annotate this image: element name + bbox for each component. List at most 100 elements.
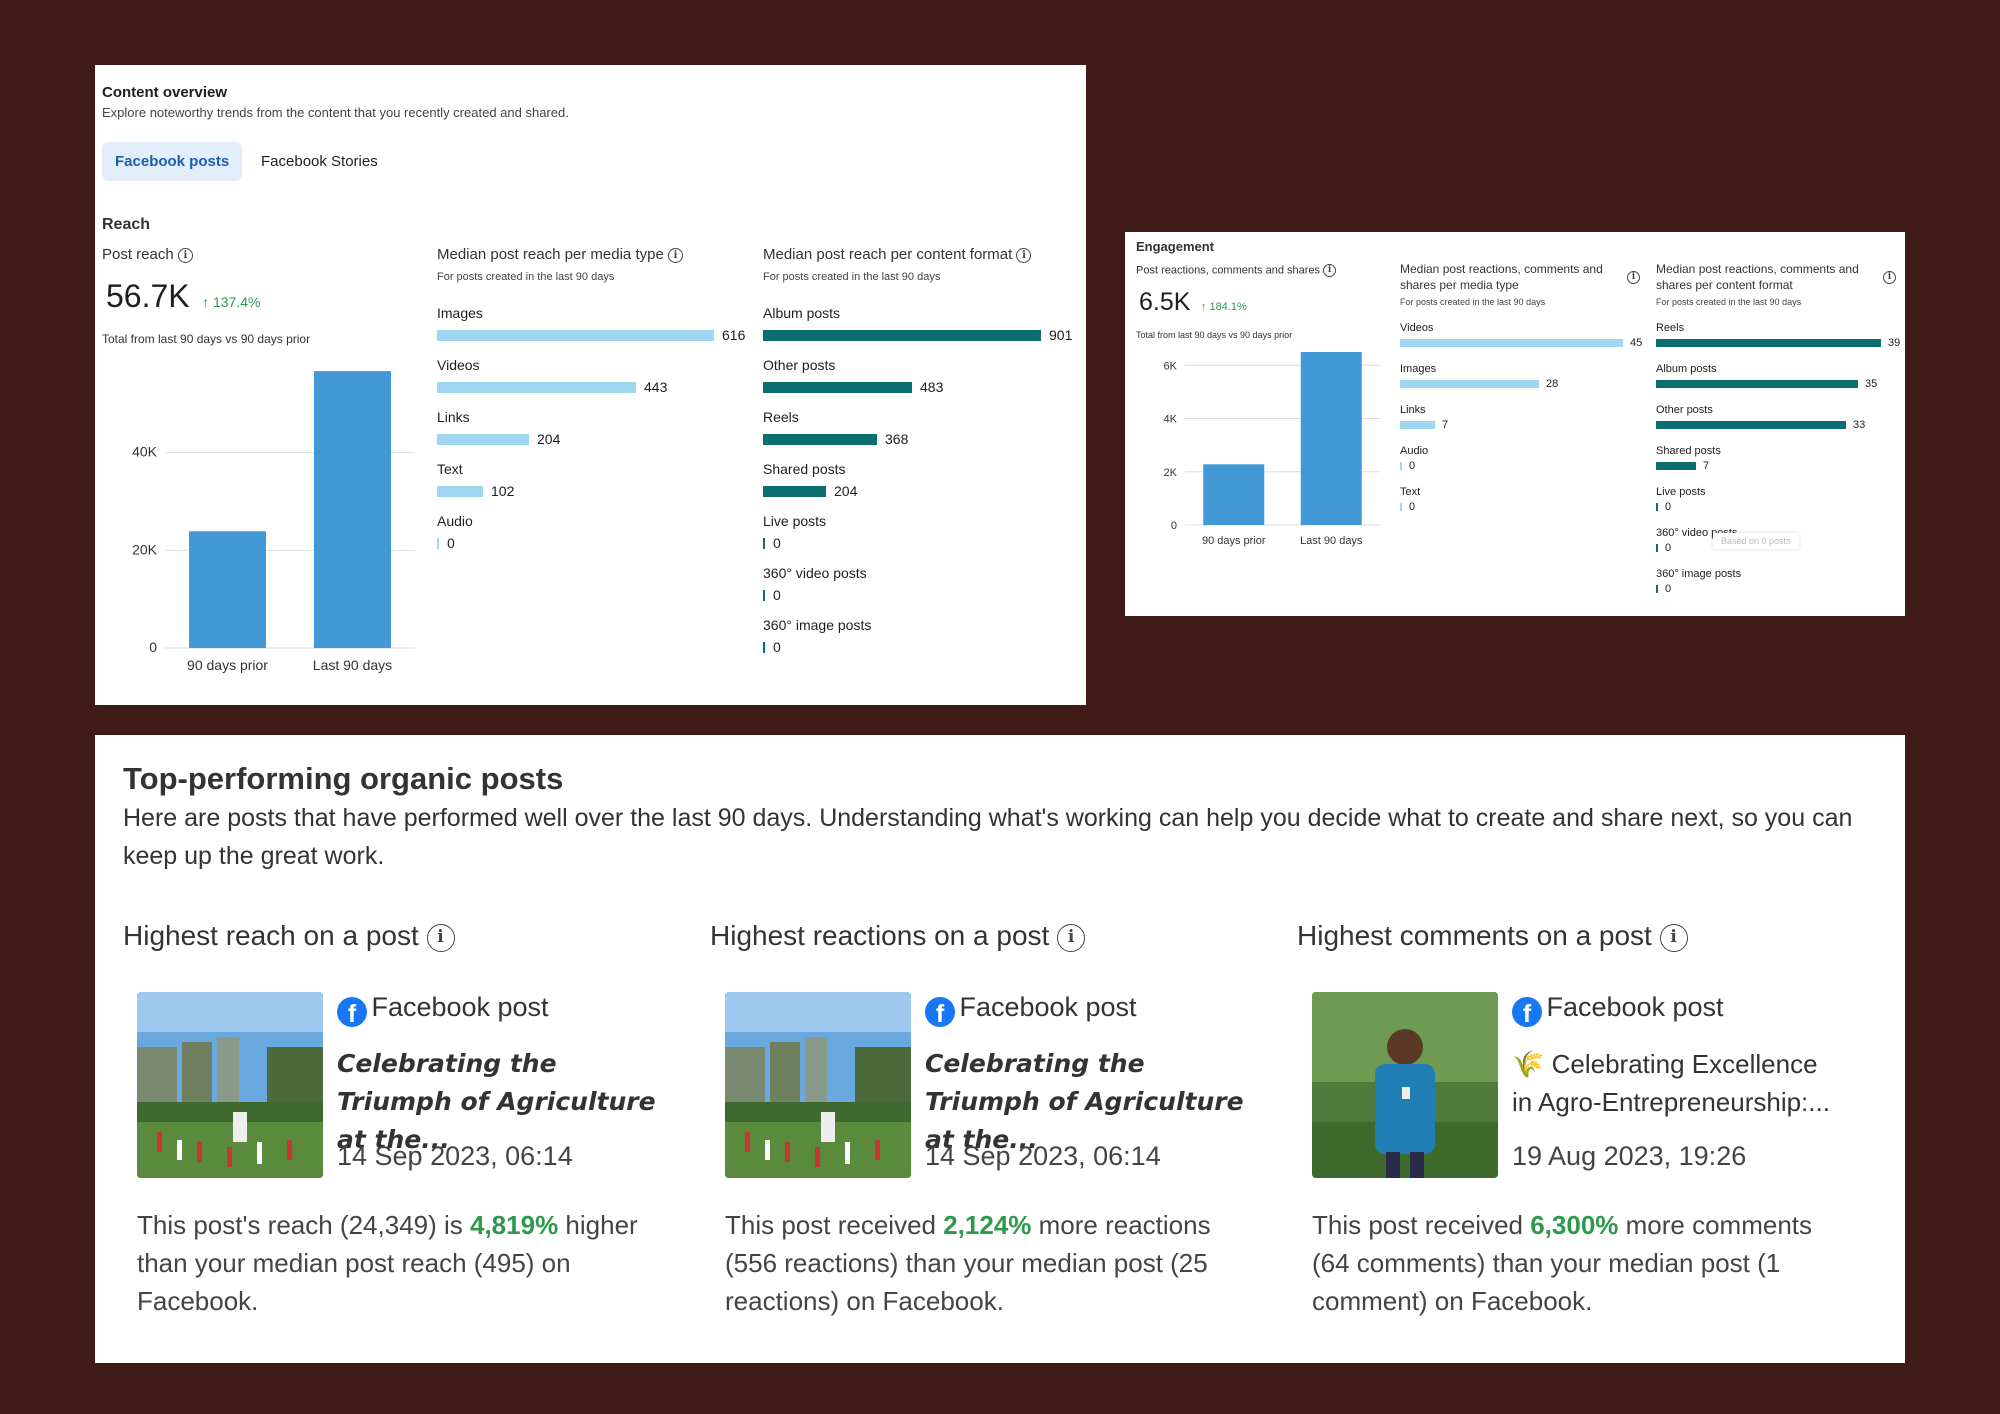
desc-text: higher than your median post reach (495)…: [137, 1210, 638, 1316]
post-reach-label: Post reach i: [102, 246, 193, 263]
bar-category-label: Links: [437, 409, 470, 425]
bar[interactable]: [1656, 421, 1846, 429]
bar[interactable]: [1300, 352, 1362, 525]
bar[interactable]: [1656, 585, 1658, 593]
bar[interactable]: [437, 330, 714, 341]
post-thumbnail[interactable]: [725, 992, 911, 1178]
info-icon[interactable]: i: [667, 247, 683, 263]
top-posts-description: Here are posts that have performed well …: [123, 804, 1853, 870]
post-title[interactable]: Celebrating the Triumph of Agriculture a…: [337, 1049, 656, 1154]
bar-category-label: Text: [1400, 486, 1421, 498]
bar-category-label: Videos: [1400, 322, 1434, 334]
bar-category-label: Album posts: [763, 305, 841, 321]
x-tick-label: 90 days prior: [1202, 535, 1266, 547]
desc-percent: 6,300%: [1530, 1210, 1619, 1240]
bar-category-label: Links: [1400, 404, 1426, 416]
bar[interactable]: [763, 382, 912, 393]
bar[interactable]: [1400, 380, 1539, 388]
highest-reach-heading: Highest reach on a post i: [123, 920, 455, 952]
tooltip: Based on 0 posts: [1713, 533, 1799, 549]
top-posts-panel: Top-performing organic posts Here are po…: [95, 735, 1905, 1363]
post-performance-text: This post's reach (24,349) is 4,819% hig…: [137, 1206, 677, 1320]
bar-value-label: 39: [1888, 337, 1901, 349]
bar-value-label: 0: [1409, 460, 1416, 472]
bar[interactable]: [1656, 339, 1881, 347]
bar[interactable]: [314, 371, 391, 648]
bar[interactable]: [1400, 339, 1623, 347]
bar[interactable]: [1656, 503, 1658, 511]
bar[interactable]: [763, 642, 765, 653]
reach-media-type-subtitle: For posts created in the last 90 days: [437, 271, 615, 283]
info-icon[interactable]: i: [1883, 271, 1896, 284]
tab-facebook-stories[interactable]: Facebook Stories: [261, 153, 378, 170]
desc-text: more reactions (556 reactions) than your…: [725, 1210, 1211, 1316]
post-thumbnail[interactable]: [1312, 992, 1498, 1178]
y-tick-label: 20K: [132, 541, 158, 557]
info-icon[interactable]: i: [1323, 264, 1337, 277]
bar[interactable]: [1400, 421, 1435, 429]
bar[interactable]: [437, 538, 439, 549]
tab-facebook-posts[interactable]: Facebook posts: [102, 142, 243, 181]
bar[interactable]: [1400, 503, 1402, 511]
info-icon[interactable]: i: [1057, 923, 1086, 952]
info-icon[interactable]: i: [426, 923, 455, 952]
post-type-row: f Facebook post: [925, 992, 1137, 1028]
bar-category-label: Images: [1400, 363, 1437, 375]
post-reach-label-text: Post reach: [102, 246, 174, 263]
bar[interactable]: [437, 382, 636, 393]
desc-percent: 2,124%: [943, 1210, 1032, 1240]
post-type-label: Facebook post: [959, 992, 1137, 1022]
bar[interactable]: [437, 434, 529, 445]
bar-category-label: Reels: [1656, 322, 1685, 334]
bar[interactable]: [763, 486, 826, 497]
bar-category-label: Images: [437, 305, 483, 321]
bar[interactable]: [763, 434, 877, 445]
info-icon[interactable]: i: [1659, 923, 1688, 952]
bar[interactable]: [1656, 544, 1658, 552]
bar-value-label: 368: [885, 431, 909, 447]
post-reach-change: ↑ 137.4%: [202, 294, 261, 310]
bar[interactable]: [437, 486, 483, 497]
bar-value-label: 0: [1665, 542, 1672, 554]
reach-content-format-title: Median post reach per content format i: [763, 246, 1032, 263]
bar-value-label: 0: [447, 535, 455, 551]
bar[interactable]: [763, 330, 1041, 341]
bar-category-label: Audio: [1400, 445, 1429, 457]
bar-value-label: 204: [537, 431, 561, 447]
engagement-chart: 0 2K 4K 6K 90 days prior Last 90 days: [1164, 352, 1380, 547]
bar[interactable]: [763, 538, 765, 549]
bar[interactable]: [763, 590, 765, 601]
y-tick-label: 6K: [1164, 360, 1178, 372]
post-thumbnail[interactable]: [137, 992, 323, 1178]
info-icon[interactable]: i: [177, 247, 193, 263]
reach-content-format-title-text: Median post reach per content format: [763, 246, 1013, 263]
post-title[interactable]: Celebrating the Triumph of Agriculture a…: [925, 1049, 1244, 1154]
bar[interactable]: [1400, 462, 1402, 470]
bar-category-label: Other posts: [1656, 404, 1713, 416]
bar-value-label: 0: [1409, 501, 1416, 513]
bar-category-label: Audio: [437, 513, 473, 529]
x-tick-label: 90 days prior: [187, 657, 268, 673]
info-icon[interactable]: i: [1016, 247, 1032, 263]
x-tick-label: Last 90 days: [313, 657, 392, 673]
bar-category-label: Videos: [437, 357, 480, 373]
bar-value-label: 7: [1442, 419, 1449, 431]
bar[interactable]: [189, 531, 266, 648]
bar-value-label: 616: [722, 327, 746, 343]
bar[interactable]: [1656, 462, 1696, 470]
highest-reactions-heading-text: Highest reactions on a post: [710, 920, 1050, 951]
bar-category-label: 360° image posts: [763, 617, 872, 633]
info-icon[interactable]: i: [1627, 271, 1640, 284]
reach-media-type-chart: Images 616 Videos 443 Links 204 Text 102 Audio 0: [437, 305, 745, 565]
post-type-row: f Facebook post: [337, 992, 549, 1028]
post-title[interactable]: 🌾 Celebrating Excellence in Agro-Entrepr…: [1512, 1049, 1830, 1117]
bar[interactable]: [1203, 464, 1265, 525]
bar-value-label: 33: [1853, 419, 1866, 431]
desc-text: This post's reach (24,349) is: [137, 1210, 470, 1240]
bar[interactable]: [1656, 380, 1858, 388]
engagement-content-format-title: Median post reactions, comments and shar…: [1656, 262, 1859, 292]
bar-category-label: Live posts: [1656, 486, 1706, 498]
bar-category-label: Shared posts: [1656, 445, 1721, 457]
bar-value-label: 28: [1546, 378, 1559, 390]
bar-category-label: 360° image posts: [1656, 568, 1742, 580]
